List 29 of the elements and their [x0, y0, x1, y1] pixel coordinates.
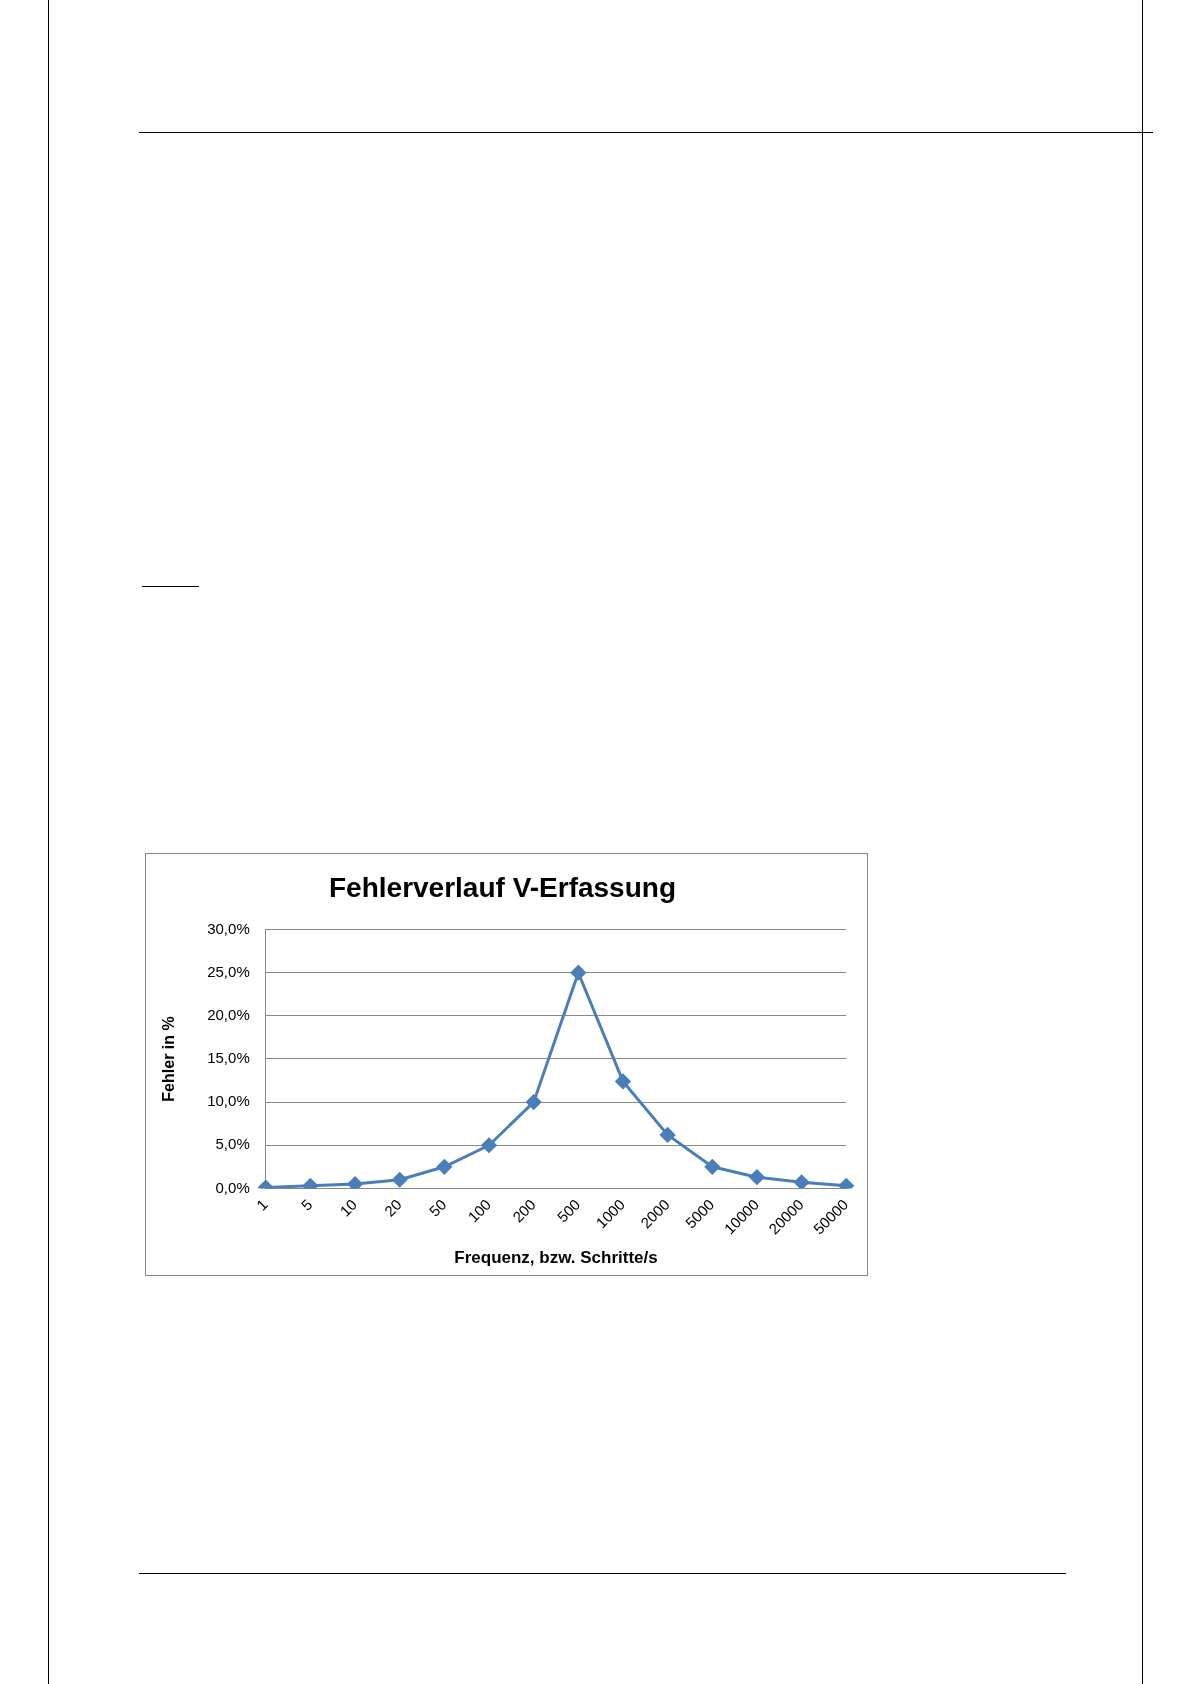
chart-title: Fehlerverlauf V-Erfassung: [328, 871, 677, 903]
y-tick-label: 30,0%: [207, 919, 250, 937]
y-tick-label: 15,0%: [207, 1049, 250, 1067]
point: [660, 1127, 676, 1143]
y-axis-title: Fehler in %: [160, 1016, 178, 1102]
point: [436, 1159, 452, 1175]
x-tick-label: 20: [380, 1195, 405, 1220]
x-tick-label: 100: [464, 1195, 495, 1226]
point: [570, 965, 586, 981]
x-tick-label: 200: [509, 1195, 539, 1226]
x-tick-label: 50: [425, 1195, 450, 1220]
point: [481, 1137, 497, 1153]
x-tick-label: 500: [553, 1195, 584, 1226]
y-tick-label: 5,0%: [215, 1135, 250, 1153]
point: [347, 1176, 363, 1189]
point: [704, 1159, 720, 1175]
x-tick-label: 5: [297, 1195, 316, 1214]
x-axis-title: Frequenz, bzw. Schritte/s: [454, 1248, 658, 1268]
x-tick-label: 10: [336, 1195, 361, 1220]
point: [794, 1174, 810, 1189]
y-tick-label: 10,0%: [207, 1092, 250, 1110]
y-tick-label: 0,0%: [215, 1178, 250, 1196]
y-tick-label: 25,0%: [207, 962, 250, 980]
x-tick-label: 1: [252, 1195, 271, 1214]
point: [615, 1073, 631, 1089]
point: [526, 1094, 542, 1110]
y-tick-label: 20,0%: [207, 1006, 250, 1023]
point: [392, 1172, 408, 1188]
point: [749, 1169, 765, 1185]
